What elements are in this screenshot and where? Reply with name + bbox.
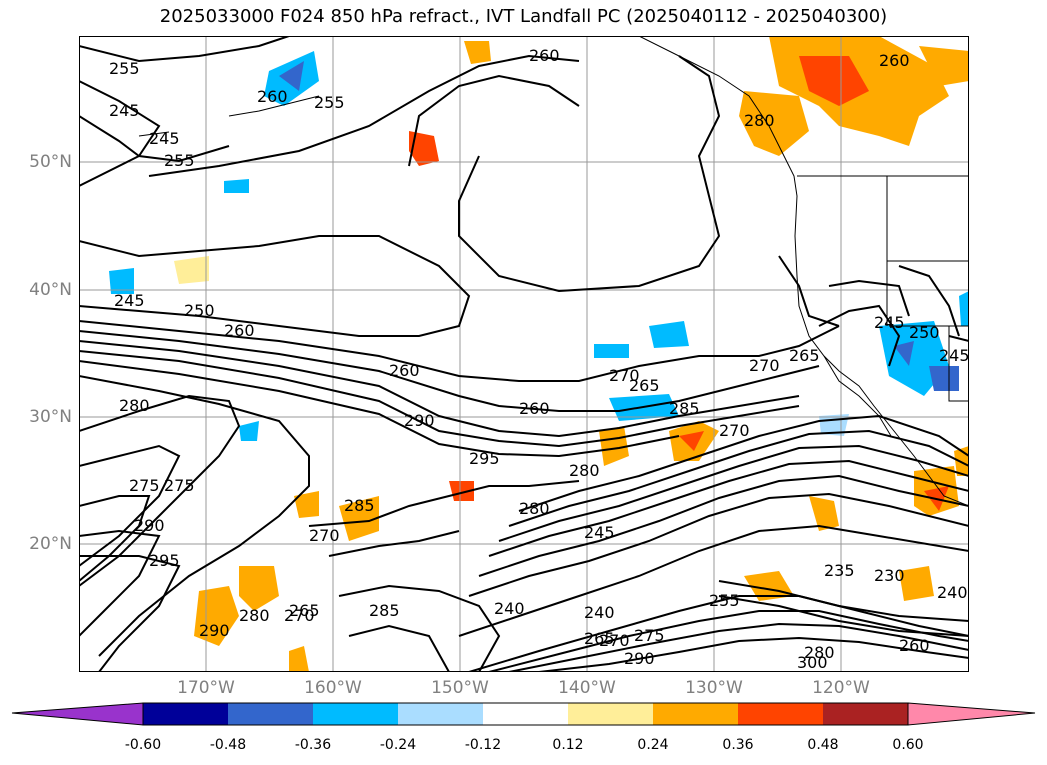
contour-label: 260 (879, 51, 910, 70)
colorbar-segment (483, 703, 568, 725)
colorbar (0, 700, 1047, 730)
contour-label: 240 (584, 603, 615, 622)
contour-label: 280 (119, 396, 150, 415)
contour-label: 270 (609, 366, 640, 385)
contour-label: 270 (599, 631, 630, 650)
contour-label: 275 (129, 476, 160, 495)
contour-label: 250 (909, 323, 940, 342)
colorbar-tick-label: 0.48 (807, 737, 839, 753)
lon-label-140w: 140°W (558, 678, 616, 698)
contour-label: 295 (469, 449, 500, 468)
contour-label: 245 (939, 346, 969, 365)
lon-label-160w: 160°W (304, 678, 362, 698)
graticule (79, 36, 969, 672)
lat-label-30: 30°N (29, 407, 72, 427)
lon-label-170w: 170°W (177, 678, 235, 698)
contour-label: 270 (309, 526, 340, 545)
colorbar-tick-label: 0.24 (637, 737, 669, 753)
contour-label: 265 (289, 601, 320, 620)
contour-label: 265 (629, 376, 660, 395)
lat-label-40: 40°N (29, 280, 72, 300)
contour-label: 290 (199, 621, 230, 640)
coastline (138, 35, 970, 507)
contour-label: 295 (149, 551, 180, 570)
colorbar-segment (738, 703, 823, 725)
contour-label: 285 (669, 399, 700, 418)
contour-label: 300 (797, 653, 828, 672)
colorbar-segment (143, 703, 228, 725)
contour-label: 230 (874, 566, 905, 585)
contour-label: 290 (134, 516, 165, 535)
colorbar-tick-label: 0.12 (552, 737, 584, 753)
colorbar-tick-label: 0.36 (722, 737, 754, 753)
contour-label: 260 (519, 399, 550, 418)
lon-label-150w: 150°W (431, 678, 489, 698)
contour-label: 290 (404, 411, 435, 430)
contour-label: 245 (149, 129, 180, 148)
contour-label: 265 (584, 629, 615, 648)
contour-label: 275 (164, 476, 195, 495)
contour-label: 270 (719, 421, 750, 440)
colorbar-tick-label: -0.36 (294, 737, 332, 753)
colorbar-segment (568, 703, 653, 725)
contour-label: 260 (899, 636, 930, 655)
contour-label: 260 (389, 361, 420, 380)
map-frame (79, 36, 969, 672)
contour-label: 280 (519, 499, 550, 518)
colorbar-segment (653, 703, 738, 725)
contour-label: 270 (284, 606, 315, 625)
colorbar-segment (823, 703, 908, 725)
colorbar-segment (313, 703, 398, 725)
colorbar-segment (228, 703, 313, 725)
contour-label: 285 (344, 496, 375, 515)
contour-label: 275 (634, 626, 665, 645)
colorbar-tick-label: -0.12 (464, 737, 502, 753)
colorbar-extend-low (11, 702, 144, 726)
map-title: 2025033000 F024 850 hPa refract., IVT La… (159, 6, 888, 27)
colorbar-extend-high (907, 702, 1036, 726)
colorbar-tick-label: 0.60 (892, 737, 924, 753)
positive-anomaly-fills (174, 36, 969, 672)
contour-labels: 255 245 245 255 260 255 260 260 250 245 … (109, 46, 970, 672)
lon-label-120w: 120°W (812, 678, 870, 698)
contour-label: 255 (109, 59, 140, 78)
contour-label: 270 (749, 356, 780, 375)
contour-label: 280 (569, 461, 600, 480)
colorbar-tick-label: -0.48 (209, 737, 247, 753)
refractivity-contours (78, 35, 970, 673)
colorbar-tick-label: -0.60 (124, 737, 162, 753)
contour-label: 255 (164, 151, 195, 170)
contour-label: 240 (494, 599, 525, 618)
contour-label: 245 (109, 101, 140, 120)
contour-label: 245 (874, 313, 905, 332)
contour-label: 260 (224, 321, 255, 340)
contour-label: 235 (824, 561, 855, 580)
contour-label: 290 (624, 649, 655, 668)
lon-label-130w: 130°W (685, 678, 743, 698)
lat-label-20: 20°N (29, 534, 72, 554)
contour-label: 245 (114, 291, 145, 310)
map-panel: 255 245 245 255 260 255 260 260 250 245 … (78, 35, 970, 673)
map-canvas: 255 245 245 255 260 255 260 260 250 245 … (78, 35, 970, 673)
contour-label: 255 (314, 93, 345, 112)
contour-label: 240 (937, 583, 968, 602)
contour-label: 280 (804, 643, 835, 662)
contour-label: 260 (529, 46, 560, 65)
colorbar-tick-label: -0.24 (379, 737, 417, 753)
colorbar-segment (398, 703, 483, 725)
lat-label-50: 50°N (29, 152, 72, 172)
negative-anomaly-fills (109, 51, 969, 441)
contour-label: 245 (584, 523, 615, 542)
contour-label: 260 (257, 87, 288, 106)
contour-label: 280 (744, 111, 775, 130)
contour-label: 250 (184, 301, 215, 320)
colorbar-svg (11, 702, 1036, 726)
contour-label: 280 (239, 606, 270, 625)
contour-label: 255 (709, 591, 740, 610)
contour-label: 265 (789, 346, 820, 365)
contour-label: 285 (369, 601, 400, 620)
